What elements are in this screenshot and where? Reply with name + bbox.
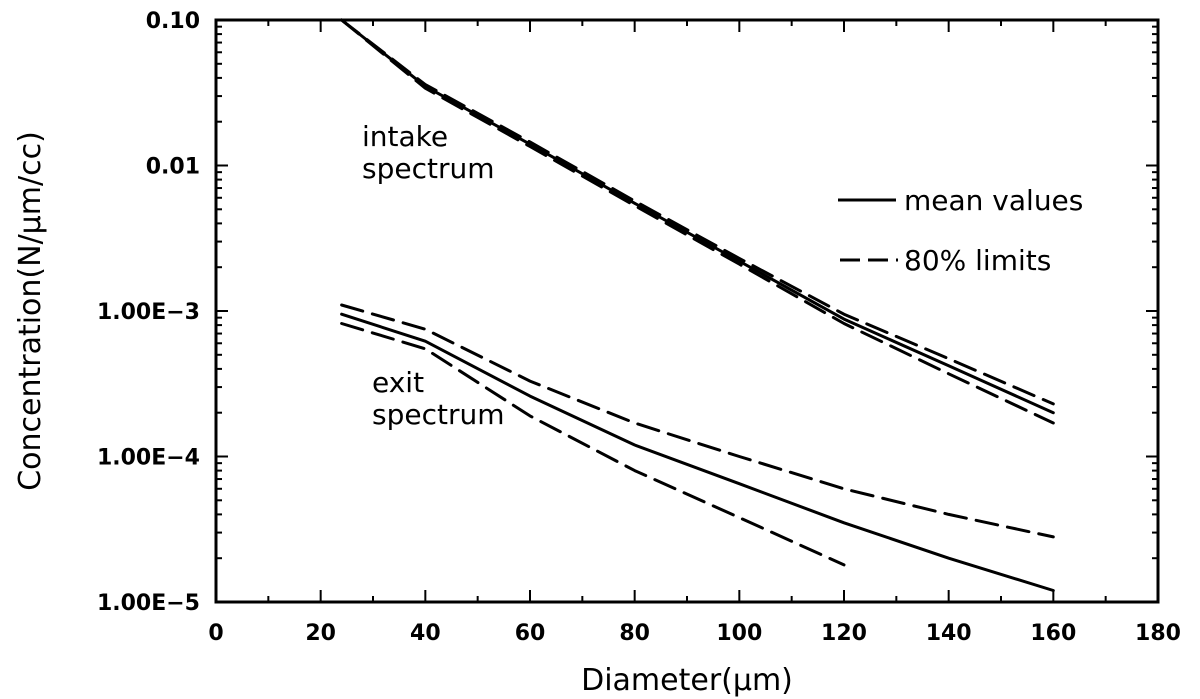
series-lines [340, 18, 1055, 592]
x-tick-labels: 0 20 40 60 80 100 120 140 160 180 [208, 621, 1181, 646]
annotation-intake: intake spectrum [362, 120, 495, 185]
series-exit-limit-line [340, 322, 846, 567]
y-tick-label: 0.10 [146, 9, 200, 34]
x-tick-label: 140 [926, 621, 972, 646]
y-tick-label: 0.01 [146, 155, 200, 180]
x-axis-title: Diameter(μm) [581, 663, 793, 698]
series-intake-limit-line [340, 18, 1055, 406]
x-tick-label: 160 [1030, 621, 1076, 646]
x-tick-label: 40 [410, 621, 441, 646]
x-tick-label: 60 [515, 621, 546, 646]
y-tick-label: 1.00E−4 [97, 446, 200, 471]
x-tick-label: 80 [619, 621, 650, 646]
legend: mean values 80% limits [838, 184, 1083, 277]
y-tick-label: 1.00E−5 [97, 591, 200, 616]
legend-label-limits: 80% limits [904, 244, 1051, 277]
x-tick-label: 0 [208, 621, 223, 646]
annotation-intake-line2: spectrum [362, 152, 495, 185]
x-tick-label: 100 [716, 621, 762, 646]
annotation-exit: exit spectrum [372, 366, 505, 431]
series-intake-limit-line [340, 18, 1055, 425]
axis-ticks [215, 19, 1159, 603]
legend-label-mean: mean values [904, 184, 1083, 217]
annotation-intake-line1: intake [362, 120, 448, 153]
series-intake-mean-line [340, 18, 1055, 415]
series-exit-limit-line [340, 303, 1055, 539]
y-axis-title: Concentration(N/μm/cc) [13, 131, 48, 491]
annotation-exit-line2: spectrum [372, 398, 505, 431]
x-tick-label: 20 [305, 621, 336, 646]
y-tick-labels: 1.00E−5 1.00E−4 1.00E−3 0.01 0.10 [97, 9, 200, 616]
x-tick-label: 120 [821, 621, 867, 646]
series-exit-mean-line [340, 312, 1055, 592]
y-tick-label: 1.00E−3 [97, 300, 200, 325]
x-tick-label: 180 [1135, 621, 1181, 646]
annotation-exit-line1: exit [372, 366, 424, 399]
